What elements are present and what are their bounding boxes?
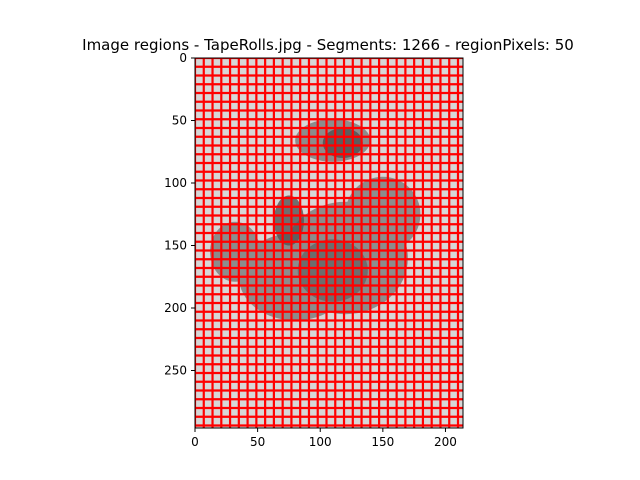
x-tick-label: 150 — [371, 435, 394, 449]
x-axis: 0 50 100 150 200 — [191, 428, 457, 449]
chart-title: Image regions - TapeRolls.jpg - Segments… — [82, 36, 574, 54]
tape-roll-right-lobe — [345, 176, 421, 252]
plot-frame — [194, 57, 464, 429]
y-tick-label: 200 — [164, 301, 187, 315]
y-tick-label: 150 — [164, 239, 187, 253]
x-tick-label: 100 — [309, 435, 332, 449]
y-axis: 0 50 100 150 200 250 — [164, 51, 195, 378]
image-area — [195, 58, 463, 428]
y-tick-label: 0 — [179, 51, 187, 65]
x-tick-label: 200 — [434, 435, 457, 449]
y-tick-label: 250 — [164, 364, 187, 378]
x-tick-label: 0 — [191, 435, 199, 449]
segment-boundaries — [195, 58, 463, 428]
y-tick-label: 100 — [164, 176, 187, 190]
y-tick-label: 50 — [172, 114, 187, 128]
x-tick-label: 50 — [250, 435, 265, 449]
